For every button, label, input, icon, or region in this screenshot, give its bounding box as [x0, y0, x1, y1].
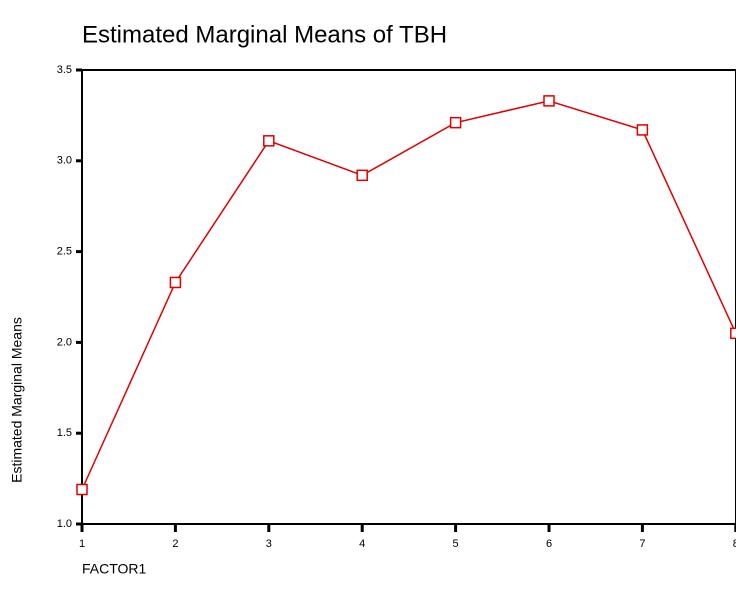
- x-tick-label: 8: [733, 538, 736, 550]
- point-marker: [263, 135, 275, 147]
- point-marker: [76, 483, 88, 496]
- x-tick-label: 5: [453, 538, 459, 550]
- y-tick-label: 2.5: [57, 246, 72, 258]
- point-marker: [356, 169, 368, 182]
- point-marker: [169, 276, 182, 289]
- y-tick-label: 1.5: [57, 427, 72, 439]
- y-tick-label: 3.5: [57, 64, 72, 76]
- point-marker: [543, 95, 555, 107]
- y-tick-label: 2.0: [57, 336, 72, 348]
- y-tick-label: 3.0: [57, 155, 72, 167]
- y-tick-label: 1.0: [57, 518, 72, 530]
- point-marker: [636, 124, 649, 136]
- series-line: [81, 100, 736, 490]
- x-tick-label: 4: [359, 538, 365, 550]
- point-marker: [449, 116, 462, 129]
- y-axis-label: Estimated Marginal Means: [9, 317, 25, 483]
- plot-frame: [81, 69, 736, 525]
- point-marker: [730, 327, 736, 340]
- x-tick-label: 7: [639, 538, 645, 550]
- x-tick-label: 6: [546, 538, 552, 550]
- x-tick-label: 2: [172, 538, 178, 550]
- x-axis-label: FACTOR1: [82, 561, 147, 577]
- x-tick-label: 1: [79, 538, 85, 550]
- x-tick-label: 3: [266, 538, 272, 550]
- chart-title: Estimated Marginal Means of TBH: [82, 21, 447, 48]
